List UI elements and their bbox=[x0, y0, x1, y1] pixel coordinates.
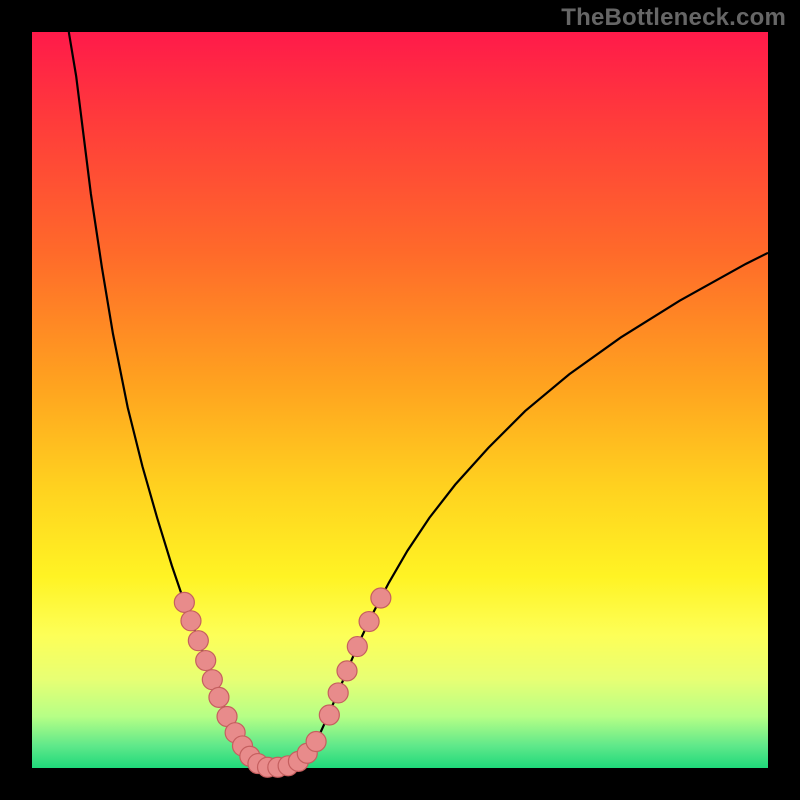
data-marker bbox=[359, 612, 379, 632]
data-marker bbox=[209, 687, 229, 707]
plot-background bbox=[32, 32, 768, 768]
data-marker bbox=[337, 661, 357, 681]
data-marker bbox=[328, 683, 348, 703]
data-marker bbox=[306, 732, 326, 752]
data-marker bbox=[174, 592, 194, 612]
chart-frame: { "watermark": { "text": "TheBottleneck.… bbox=[0, 0, 800, 800]
bottleneck-chart bbox=[0, 0, 800, 800]
data-marker bbox=[202, 670, 222, 690]
watermark-text: TheBottleneck.com bbox=[561, 4, 786, 32]
data-marker bbox=[188, 631, 208, 651]
data-marker bbox=[319, 705, 339, 725]
data-marker bbox=[196, 651, 216, 671]
data-marker bbox=[347, 637, 367, 657]
data-marker bbox=[181, 611, 201, 631]
data-marker bbox=[371, 588, 391, 608]
